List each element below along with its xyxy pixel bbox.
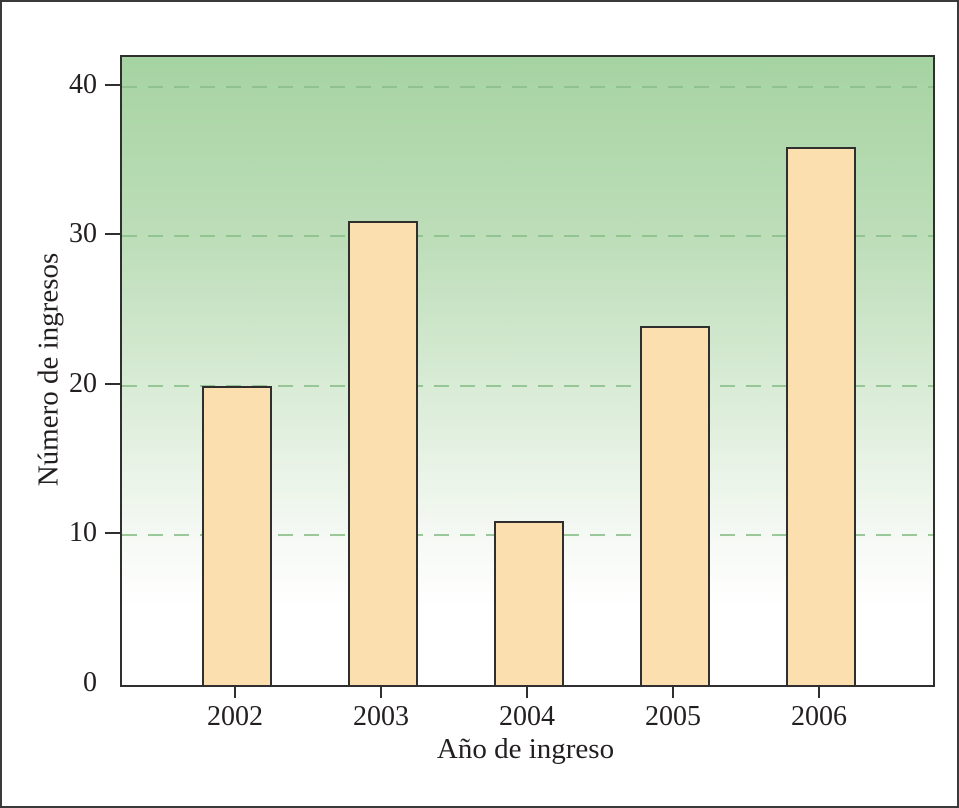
gridline-y-30 bbox=[122, 235, 933, 238]
y-tick-label-20: 20 bbox=[69, 367, 97, 399]
y-tick-label-10: 10 bbox=[69, 517, 97, 549]
y-tick-label-0: 0 bbox=[83, 667, 97, 698]
bar-2002 bbox=[202, 385, 272, 685]
y-tick-label-40: 40 bbox=[69, 68, 97, 100]
y-axis-title-text: Número de ingresos bbox=[32, 252, 65, 486]
gridline-y-40 bbox=[122, 85, 933, 88]
x-tick-mark-2006 bbox=[818, 685, 820, 698]
y-tick-mark-20 bbox=[105, 382, 120, 385]
x-tick-label-2005: 2005 bbox=[645, 701, 701, 732]
x-tick-label-2006: 2006 bbox=[791, 701, 847, 732]
plot-area bbox=[120, 55, 935, 687]
x-tick-mark-2003 bbox=[380, 685, 382, 698]
x-tick-label-2003: 2003 bbox=[353, 701, 409, 732]
x-tick-mark-2004 bbox=[526, 685, 528, 698]
bar-2006 bbox=[786, 146, 856, 685]
x-tick-label-2004: 2004 bbox=[499, 701, 555, 732]
y-tick-mark-10 bbox=[105, 532, 120, 535]
x-axis-title: Año de ingreso bbox=[436, 733, 615, 765]
gridline-y-20 bbox=[122, 384, 933, 387]
bar-2005 bbox=[640, 326, 710, 685]
y-tick-label-30: 30 bbox=[69, 218, 97, 250]
x-tick-label-2002: 2002 bbox=[207, 701, 263, 732]
x-tick-mark-2005 bbox=[672, 685, 674, 698]
x-tick-mark-2002 bbox=[234, 685, 236, 698]
y-axis-title: Número de ingresos bbox=[32, 55, 66, 683]
bar-2004 bbox=[494, 520, 564, 685]
y-tick-mark-40 bbox=[105, 83, 120, 86]
y-tick-mark-30 bbox=[105, 233, 120, 236]
bar-2003 bbox=[348, 221, 418, 685]
